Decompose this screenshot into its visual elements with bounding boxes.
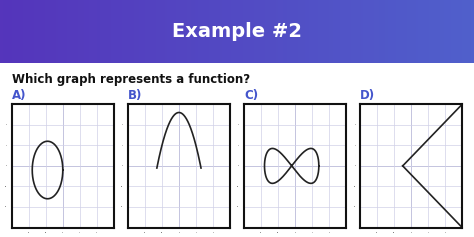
Text: A): A) [12,89,27,102]
Text: Example #2: Example #2 [172,22,302,41]
Text: C): C) [244,89,258,102]
Text: B): B) [128,89,142,102]
Text: D): D) [360,89,375,102]
Text: Which graph represents a function?: Which graph represents a function? [12,73,250,86]
